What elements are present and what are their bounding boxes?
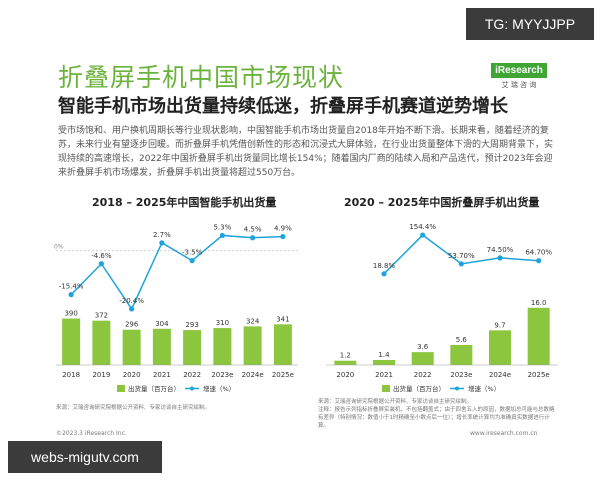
watermark-top-right: TG: MYYJJPP [466, 8, 594, 40]
footer-url: www.iresearch.com.cn [470, 430, 538, 437]
c2-growth-label: 154.4% [409, 223, 436, 231]
c2-growth-point [497, 255, 503, 261]
chart-smartphone-shipments: 0% 390 2018 372 2019 296 2020 304 2021 293 2022 310… [54, 223, 298, 393]
c2-growth-point [420, 232, 426, 238]
c1-growth-line [70, 234, 283, 311]
c1-bar [122, 329, 141, 365]
chart2-note: 注释：报告示列指标折叠屏实装机，不包括翻盖式；由于四舍五入的原因，数据加总可能与… [318, 407, 555, 429]
page-subtitle: 智能手机市场出货量持续低迷，折叠屏手机赛道逆势增长 [58, 96, 508, 117]
c1-bar [243, 326, 262, 365]
c1-growth-label: 4.9% [274, 225, 292, 233]
c2-x-tick: 2021 [375, 371, 393, 379]
c1-bar-label: 324 [246, 317, 260, 325]
c1-bar [273, 324, 292, 365]
c1-bar-label: 341 [276, 315, 289, 323]
chart-foldable-shipments: 1.2 2020 1.4 2021 3.6 2022 5.6 2023e 9.7 2024e 16.… [326, 223, 558, 393]
c2-growth-label: 18.8% [373, 262, 396, 270]
c1-bar [62, 318, 81, 365]
c1-growth-point [219, 232, 225, 239]
c2-bar-label: 9.7 [494, 321, 505, 329]
c1-x-tick: 2020 [123, 371, 141, 379]
c2-bar [489, 330, 511, 365]
c1-growth-label: 4.5% [244, 226, 262, 234]
c1-growth-point [129, 306, 135, 312]
c1-x-tick: 2022 [183, 371, 201, 379]
c2-growth-point [458, 261, 464, 267]
c2-x-tick: 2024e [489, 371, 511, 379]
c2-x-tick: 2023e [450, 371, 472, 379]
c2-bar [334, 360, 357, 365]
c1-x-tick: 2018 [62, 371, 80, 379]
c2-legend-bar-swatch [382, 385, 390, 392]
c1-growth-label: -15.4% [59, 283, 84, 291]
c1-bar [92, 320, 111, 365]
c1-x-tick: 2019 [92, 371, 110, 379]
c2-bar-label: 5.6 [456, 336, 468, 344]
c2-bar-label: 16.0 [531, 299, 547, 307]
c1-growth-label: -20.4% [119, 297, 144, 305]
c2-bar-label: 1.2 [340, 352, 351, 360]
chart1-source: 来源：艾瑞咨询研究院根据公开资料、专家访谈自主研究绘制。 [56, 405, 211, 411]
c1-growth-point [68, 292, 74, 298]
c1-bar [183, 330, 202, 365]
logo-sub: 艾 瑞 咨 询 [501, 81, 537, 89]
c1-bar-label: 390 [64, 310, 77, 318]
c2-bar [527, 307, 550, 365]
c1-growth-point [250, 235, 256, 241]
c1-growth-point [159, 240, 165, 246]
c2-bar-label: 3.6 [417, 343, 429, 351]
c1-legend-bar-label: 出货量（百万台） [128, 384, 180, 393]
c2-bar-label: 1.4 [378, 351, 390, 359]
c1-zero-label: 0% [54, 244, 64, 251]
watermark-bottom-left: webs-migutv.com [8, 441, 162, 473]
c1-growth-label: 5.3% [213, 223, 231, 231]
c1-bar-label: 304 [155, 320, 169, 328]
c2-growth-label: 74.50% [487, 246, 514, 254]
c1-growth-point [98, 261, 104, 267]
c1-bar [152, 328, 171, 365]
c1-x-tick: 2024e [242, 371, 264, 379]
c1-growth-point [189, 258, 195, 264]
c2-growth-point [381, 271, 387, 277]
c2-legend-bar-label: 出货量（百万台） [393, 384, 445, 393]
c2-bar [450, 344, 473, 365]
c2-legend-line-marker [455, 386, 459, 391]
chart1-title: 2018 – 2025年中国智能手机出货量 [92, 196, 277, 209]
c1-growth-label: -4.6% [91, 252, 112, 260]
c1-x-tick: 2021 [153, 371, 171, 379]
c2-legend-line-label: 增速（%） [468, 384, 500, 393]
c2-x-tick: 2022 [414, 371, 432, 379]
c2-growth-label: 53.70% [448, 252, 475, 260]
c1-legend-line-marker [190, 386, 194, 391]
c1-bar-label: 310 [216, 319, 229, 327]
page-title: 折叠屏手机中国市场现状 [58, 63, 345, 92]
c2-x-tick: 2025e [528, 371, 550, 379]
c2-growth-label: 64.70% [525, 249, 552, 257]
c2-growth-point [536, 258, 542, 264]
c2-x-tick: 2020 [336, 371, 354, 379]
c1-growth-point [280, 233, 286, 240]
c1-legend-line-label: 增速（%） [203, 384, 235, 393]
c1-bar-label: 372 [95, 312, 108, 320]
c1-bar-label: 293 [185, 321, 198, 329]
c1-x-tick: 2025e [272, 371, 294, 379]
c1-legend-bar-swatch [117, 385, 125, 392]
c2-bar [411, 352, 434, 365]
footer-copyright: ©2023.3 iResearch Inc. [56, 430, 127, 437]
c1-growth-label: 2.7% [153, 231, 171, 239]
chart2-source: 来源：艾瑞咨询研究院根据公开资料、专家访谈自主研究绘制。 [318, 399, 473, 405]
iresearch-logo: iResearch 艾 瑞 咨 询 [484, 58, 554, 90]
c2-bar [373, 359, 395, 365]
body-paragraph: 受市场饱和、用户换机周期长等行业现状影响，中国智能手机市场出货量自2018年开始… [58, 126, 554, 178]
chart2-title: 2020 – 2025年中国折叠屏手机出货量 [344, 196, 540, 209]
c1-bar-label: 296 [125, 321, 139, 329]
c1-growth-label: -3.5% [182, 249, 203, 257]
logo-text: iResearch [491, 63, 547, 78]
c1-x-tick: 2023e [211, 371, 233, 379]
c1-bar [213, 328, 232, 365]
